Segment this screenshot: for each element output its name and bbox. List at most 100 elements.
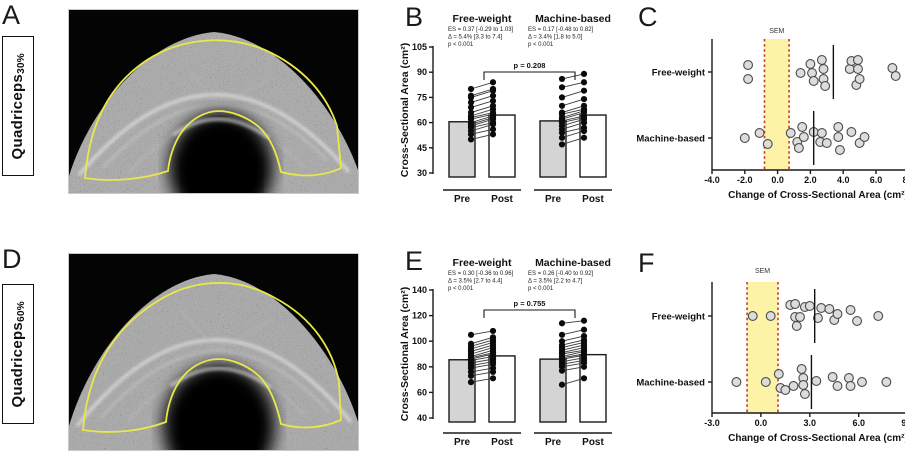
- post-data-point: [489, 121, 497, 128]
- pair-line: [470, 95, 494, 103]
- quadriceps-60-subscript: 60%: [16, 300, 27, 322]
- change-data-point: [795, 68, 806, 78]
- pair-line: [561, 339, 585, 346]
- post-label: Post: [491, 194, 513, 205]
- fascia-line: [75, 338, 353, 427]
- x-tick-label: 4.0: [837, 175, 850, 185]
- pair-line: [561, 353, 585, 359]
- pair-line: [561, 335, 585, 342]
- fascia-line: [102, 104, 328, 169]
- change-data-point: [760, 377, 771, 387]
- x-tick-label: 9.0: [901, 418, 905, 428]
- post-data-point: [489, 375, 497, 382]
- change-data-point: [852, 316, 863, 326]
- femur-shadow: [185, 414, 257, 450]
- quadriceps-30-label: Quadriceps30%: [9, 52, 27, 160]
- change-data-point: [846, 127, 857, 137]
- pair-line: [561, 81, 585, 88]
- change-data-point: [795, 312, 805, 322]
- pair-line: [561, 127, 585, 134]
- category-label: Free-weight: [652, 68, 706, 79]
- sem-label: SEM: [755, 268, 770, 275]
- change-data-point: [796, 364, 807, 374]
- pre-data-point: [467, 379, 475, 386]
- pair-line: [470, 352, 494, 359]
- pair-line: [470, 344, 494, 352]
- y-tick-label: 60: [417, 387, 427, 397]
- post-label: Post: [491, 437, 513, 448]
- change-data-point: [797, 122, 808, 132]
- pre-data-point: [558, 331, 566, 338]
- post-data-point: [580, 375, 588, 382]
- post-data-point: [580, 95, 588, 103]
- x-tick-label: 0.0: [771, 175, 784, 185]
- change-data-point: [807, 68, 817, 78]
- pair-line: [470, 81, 494, 90]
- group-title: Free-weight: [453, 13, 512, 25]
- pre-data-point: [558, 94, 566, 101]
- fascia-line: [178, 308, 275, 350]
- change-data-point: [798, 132, 809, 142]
- pair-line: [470, 342, 494, 350]
- pre-data-point: [467, 85, 475, 93]
- pair-line: [561, 351, 585, 357]
- change-data-point: [820, 81, 831, 91]
- post-data-point: [489, 87, 497, 94]
- change-data-point: [798, 380, 809, 390]
- pair-line: [470, 361, 494, 366]
- group-stats-line: p < 0.001: [448, 42, 474, 48]
- panel-letter-b: B: [405, 2, 424, 32]
- change-data-point: [754, 128, 765, 138]
- x-tick-label: -3.0: [704, 418, 720, 428]
- pair-line: [470, 117, 494, 125]
- x-tick-label: 3.0: [804, 418, 817, 428]
- comparison-p-value: p = 0.208: [514, 61, 546, 70]
- quadriceps-60-label: Quadriceps60%: [9, 300, 27, 408]
- pre-data-point: [558, 381, 566, 388]
- pre-label: Pre: [454, 437, 471, 448]
- change-data-point: [854, 74, 865, 84]
- pair-line: [470, 349, 494, 357]
- change-dotplot-60: SEM -3.0 0.0 3.0 6.0 9.0 Change of Cross-Secti…: [636, 268, 905, 444]
- panel-b-chart: 30 45 60 75 90 105 Cross-Sectional Area (cm²) P…: [398, 0, 638, 246]
- y-tick-label: 60: [417, 118, 427, 128]
- comparison-bracket: [483, 71, 576, 80]
- category-label: Machine-based: [636, 134, 705, 145]
- pre-data-point: [558, 141, 566, 148]
- pair-line: [561, 117, 585, 124]
- change-data-point: [816, 303, 827, 313]
- post-data-point: [580, 127, 588, 135]
- group-title: Free-weight: [453, 257, 512, 269]
- change-data-point: [844, 64, 855, 74]
- pre-label: Pre: [454, 194, 471, 205]
- y-tick-label: 90: [417, 67, 427, 77]
- ultrasound-svg-d: [69, 254, 358, 450]
- change-data-point: [743, 60, 754, 70]
- pair-line: [561, 329, 585, 336]
- change-data-point: [853, 64, 863, 74]
- group-title: Machine-based: [535, 13, 611, 25]
- quadriceps-30-label-box: Quadriceps30%: [2, 36, 34, 176]
- change-dotplot-30: SEM -4.0 -2.0 0.0 2.0 4.0 6.0 8.0 Change of Cros…: [636, 28, 905, 201]
- pre-data-point: [558, 320, 566, 327]
- sem-band: [747, 282, 779, 413]
- sem-band: [764, 39, 790, 170]
- pair-line: [470, 356, 494, 361]
- change-data-point: [853, 55, 863, 65]
- pair-line: [470, 108, 494, 117]
- pair-line: [561, 112, 585, 120]
- group-stats-line: Δ = 3.5% [2.7 to 4.4]: [448, 279, 503, 285]
- category-label: Free-weight: [652, 312, 706, 323]
- post-data-point: [580, 119, 588, 126]
- change-data-point: [804, 301, 815, 311]
- pair-line: [561, 377, 585, 386]
- pre-data-point: [558, 84, 566, 91]
- pair-line: [470, 128, 494, 135]
- pair-line: [470, 339, 494, 347]
- femur-shadow: [187, 160, 257, 193]
- change-data-point: [857, 377, 867, 387]
- pre-data-point: [467, 331, 475, 338]
- pair-line: [470, 113, 494, 120]
- category-label: Machine-based: [636, 378, 705, 389]
